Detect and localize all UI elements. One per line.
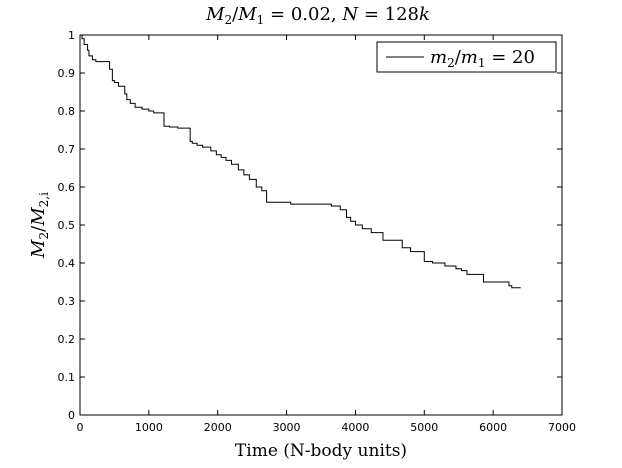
x-tick-label: 5000 xyxy=(410,421,438,434)
x-axis-title: Time (N-body units) xyxy=(235,441,407,461)
y-tick-label: 0.5 xyxy=(58,219,76,232)
y-axis: 0 0.1 0.2 0.3 0.4 0.5 0.6 0.7 0.8 0.9 1 xyxy=(58,29,562,422)
y-tick-label: 0.6 xyxy=(58,181,76,194)
y-tick-label: 0.7 xyxy=(58,143,76,156)
x-tick-label: 7000 xyxy=(548,421,576,434)
y-tick-label: 0 xyxy=(68,409,75,422)
legend: m2/m1 = 20 xyxy=(376,41,557,73)
legend-label: m2/m1 = 20 xyxy=(430,47,535,70)
y-tick-label: 1 xyxy=(68,29,75,42)
y-axis-title: M2/M2,i xyxy=(28,192,51,259)
x-tick-label: 6000 xyxy=(479,421,507,434)
x-tick-label: 4000 xyxy=(341,421,369,434)
x-tick-label: 1000 xyxy=(135,421,163,434)
series-line-m2-m1-20 xyxy=(80,34,521,289)
x-tick-label: 2000 xyxy=(204,421,232,434)
x-tick-label: 0 xyxy=(77,421,84,434)
y-tick-label: 0.2 xyxy=(58,333,76,346)
y-tick-label: 0.9 xyxy=(58,67,76,80)
x-tick-label: 3000 xyxy=(273,421,301,434)
x-axis: 0 1000 2000 3000 4000 5000 6000 7000 xyxy=(77,35,576,434)
y-tick-label: 0.3 xyxy=(58,295,76,308)
y-tick-label: 0.4 xyxy=(58,257,76,270)
chart-title: M2/M1 = 0.02, N = 128k xyxy=(205,4,430,27)
y-tick-label: 0.1 xyxy=(58,371,76,384)
y-tick-label: 0.8 xyxy=(58,105,76,118)
